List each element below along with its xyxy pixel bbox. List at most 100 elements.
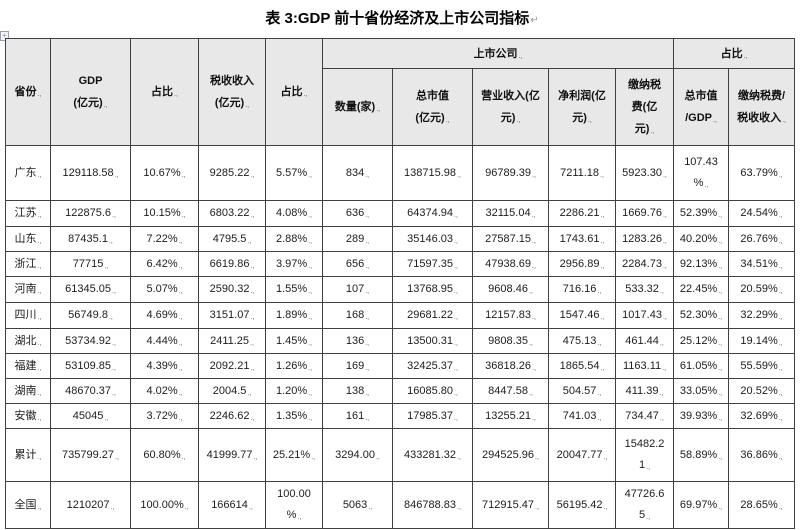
- cell-mktcap-over-gdp: 39.93%: [673, 403, 730, 429]
- cell-gdp: 129118.58: [50, 145, 131, 201]
- cell-taxes-paid: 47726.6 5: [614, 481, 675, 529]
- cell-market-cap: 138715.98: [392, 145, 473, 201]
- table-row: 湖北53734.924.44%2411.251.45%13613500.3198…: [5, 328, 796, 354]
- cell-market-cap: 35146.03: [392, 226, 473, 252]
- cell-operating-revenue: 47938.69: [472, 251, 549, 277]
- cell-mktcap-over-gdp: 61.05%: [673, 353, 730, 379]
- cell-taxpaid-over-tax: 36.86%: [728, 428, 796, 482]
- cell-tax-share: 3.97%: [265, 251, 323, 277]
- cell-gdp: 48670.37: [50, 378, 131, 404]
- cell-operating-revenue: 9808.35: [472, 328, 549, 354]
- cell-province: 福建: [5, 353, 51, 379]
- table-row: 全国1210207100.00%166614100.00 %5063846788…: [5, 481, 796, 529]
- cell-net-profit: 56195.42: [548, 481, 616, 529]
- cell-tax-share: 100.00 %: [265, 481, 323, 529]
- cell-gdp-share: 10.15%: [130, 200, 199, 227]
- cell-tax-revenue: 6803.22: [198, 200, 266, 227]
- page-title: 表 3:GDP 前十省份经济及上市公司指标: [265, 10, 530, 27]
- cell-net-profit: 1865.54: [548, 353, 616, 379]
- cell-taxes-paid: 533.32: [614, 276, 675, 303]
- cell-taxpaid-over-tax: 55.59%: [728, 353, 796, 379]
- cell-company-count: 138: [322, 378, 393, 404]
- table-row: 四川56749.84.69%3151.071.89%16829681.22121…: [5, 302, 796, 329]
- cell-mktcap-over-gdp: 92.13%: [673, 251, 730, 277]
- cell-taxpaid-over-tax: 34.51%: [728, 251, 796, 277]
- cell-province: 四川: [5, 302, 51, 329]
- cell-province: 广东: [5, 145, 51, 201]
- cell-mktcap-over-gdp: 52.39%: [673, 200, 730, 227]
- cell-taxpaid-over-tax: 63.79%: [728, 145, 796, 201]
- cell-gdp: 53734.92: [50, 328, 131, 354]
- cell-market-cap: 433281.32: [392, 428, 473, 482]
- cell-taxpaid-over-tax: 19.14%: [728, 328, 796, 354]
- table-row: 江苏122875.610.15%6803.224.08%63664374.943…: [5, 200, 796, 227]
- cell-province: 湖北: [5, 328, 51, 354]
- cell-tax-revenue: 2590.32: [198, 276, 266, 303]
- header-taxes-paid: 缴纳税 费(亿 元): [614, 68, 675, 146]
- cell-gdp: 735799.27: [50, 428, 131, 482]
- table-row: 湖南48670.374.02%2004.51.20%13816085.80844…: [5, 378, 796, 404]
- cell-gdp-share: 4.44%: [130, 328, 199, 354]
- cell-gdp-share: 7.22%: [130, 226, 199, 252]
- cell-mktcap-over-gdp: 52.30%: [673, 302, 730, 329]
- cell-taxes-paid: 2284.73: [614, 251, 675, 277]
- cell-market-cap: 16085.80: [392, 378, 473, 404]
- cell-tax-revenue: 2092.21: [198, 353, 266, 379]
- cell-tax-revenue: 2246.62: [198, 403, 266, 429]
- cell-operating-revenue: 13255.21: [472, 403, 549, 429]
- cell-taxpaid-over-tax: 20.52%: [728, 378, 796, 404]
- cell-taxes-paid: 411.39: [614, 378, 675, 404]
- cell-gdp-share: 4.39%: [130, 353, 199, 379]
- cell-tax-share: 1.26%: [265, 353, 323, 379]
- table-move-handle-icon[interactable]: [0, 31, 9, 41]
- cell-operating-revenue: 36818.26: [472, 353, 549, 379]
- cell-tax-revenue: 2411.25: [198, 328, 266, 354]
- cell-mktcap-over-gdp: 107.43 %: [673, 145, 730, 201]
- header-operating-revenue: 营业收入(亿 元): [472, 68, 549, 146]
- cell-province: 累计: [5, 428, 51, 482]
- cell-company-count: 3294.00: [322, 428, 393, 482]
- cell-operating-revenue: 712915.47: [472, 481, 549, 529]
- cell-gdp-share: 6.42%: [130, 251, 199, 277]
- cell-operating-revenue: 12157.83: [472, 302, 549, 329]
- cell-net-profit: 2956.89: [548, 251, 616, 277]
- cell-net-profit: 2286.21: [548, 200, 616, 227]
- cell-gdp-share: 4.69%: [130, 302, 199, 329]
- cell-gdp: 45045: [50, 403, 131, 429]
- cell-taxpaid-over-tax: 32.29%: [728, 302, 796, 329]
- cell-net-profit: 7211.18: [548, 145, 616, 201]
- cell-tax-share: 2.88%: [265, 226, 323, 252]
- cell-taxes-paid: 1163.11: [614, 353, 675, 379]
- cell-company-count: 834: [322, 145, 393, 201]
- cell-gdp-share: 5.07%: [130, 276, 199, 303]
- cell-gdp-share: 100.00%: [130, 481, 199, 529]
- cell-tax-share: 1.20%: [265, 378, 323, 404]
- cell-tax-revenue: 166614: [198, 481, 266, 529]
- cell-gdp: 53109.85: [50, 353, 131, 379]
- cell-taxes-paid: 1283.26: [614, 226, 675, 252]
- cell-market-cap: 13500.31: [392, 328, 473, 354]
- header-row-groups: 省份 GDP (亿元) 占比 税收收入 (亿元) 占比 上市公司 占比: [5, 38, 796, 146]
- cell-tax-revenue: 9285.22: [198, 145, 266, 201]
- table-title-row: 表 3:GDP 前十省份经济及上市公司指标↵: [0, 7, 804, 28]
- table-row: 安徽450453.72%2246.621.35%16117985.3713255…: [5, 403, 796, 429]
- header-province: 省份: [5, 38, 51, 146]
- header-tax-revenue: 税收收入 (亿元): [198, 38, 266, 146]
- cell-gdp-share: 4.02%: [130, 378, 199, 404]
- cell-company-count: 656: [322, 251, 393, 277]
- cell-tax-revenue: 2004.5: [198, 378, 266, 404]
- cell-province: 江苏: [5, 200, 51, 227]
- cell-province: 安徽: [5, 403, 51, 429]
- header-mktcap-over-gdp: 总市值 /GDP: [673, 68, 730, 146]
- cell-taxpaid-over-tax: 28.65%: [728, 481, 796, 529]
- header-company-count: 数量(家): [322, 68, 393, 146]
- cell-company-count: 107: [322, 276, 393, 303]
- cell-gdp: 122875.6: [50, 200, 131, 227]
- cell-operating-revenue: 8447.58: [472, 378, 549, 404]
- cell-taxes-paid: 734.47: [614, 403, 675, 429]
- cell-taxpaid-over-tax: 20.59%: [728, 276, 796, 303]
- cell-market-cap: 64374.94: [392, 200, 473, 227]
- cell-net-profit: 475.13: [548, 328, 616, 354]
- header-group-ratios: 占比: [673, 38, 796, 69]
